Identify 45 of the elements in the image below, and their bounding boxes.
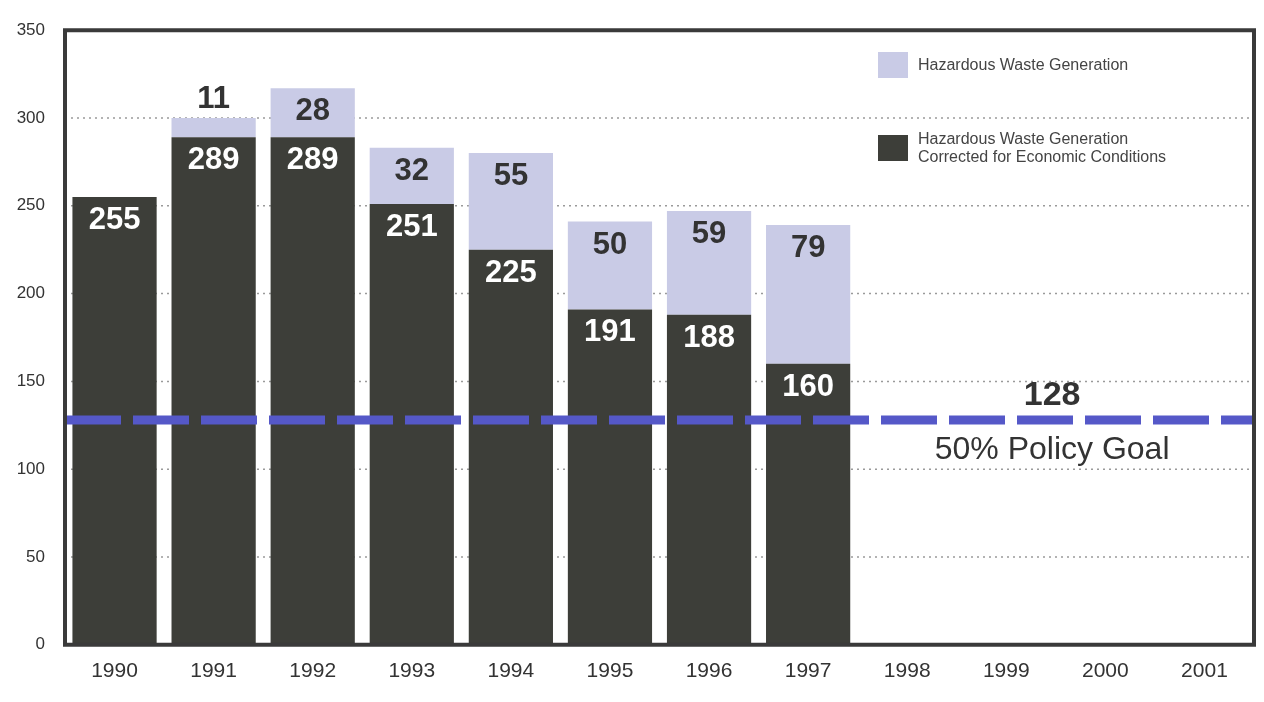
data-label: 11: [197, 80, 231, 116]
annotation: 128: [1023, 374, 1081, 413]
bar: [171, 118, 256, 138]
data-label: 191: [584, 313, 636, 349]
data-label: 289: [286, 141, 339, 177]
data-label: 79: [790, 229, 826, 265]
x-tick-label: 1994: [487, 658, 535, 682]
data-label: 251: [385, 208, 438, 244]
y-tick-label: 150: [16, 371, 45, 391]
data-label: 225: [485, 253, 537, 289]
x-tick-label: 1992: [289, 658, 337, 682]
y-tick-label: 100: [16, 458, 45, 478]
x-tick-label: 1999: [982, 658, 1030, 682]
bar: [468, 153, 553, 250]
data-label: 289: [187, 141, 240, 177]
legend-label: Hazardous Waste Generation: [918, 56, 1129, 74]
data-label: 50: [592, 225, 628, 261]
data-label: 160: [782, 367, 834, 403]
y-tick-label: 250: [16, 195, 45, 215]
x-tick-label: 1998: [883, 658, 931, 682]
bar: [666, 211, 752, 315]
legend-label: Hazardous Waste Generation Corrected for Economic Conditions: [918, 130, 1168, 166]
y-tick-label: 350: [16, 19, 45, 39]
x-tick-label: 1990: [91, 658, 138, 682]
x-tick-label: 2000: [1082, 658, 1129, 682]
data-label: 28: [295, 92, 330, 128]
y-tick-label: 300: [16, 107, 45, 127]
data-label: 255: [88, 201, 141, 237]
ref-line-label: 50% Policy Goal: [934, 429, 1170, 466]
y-tick-label: 0: [35, 634, 45, 654]
x-tick-label: 1991: [190, 658, 237, 682]
bar: [567, 221, 653, 310]
x-tick-label: 2001: [1181, 658, 1228, 682]
bar: [766, 225, 851, 364]
y-tick-label: 200: [16, 283, 45, 303]
x-tick-label: 1996: [685, 658, 733, 682]
x-tick-label: 1995: [586, 658, 634, 682]
x-tick-label: 1997: [784, 658, 832, 682]
data-label: 55: [493, 157, 529, 193]
bar: [369, 147, 454, 205]
data-label: 188: [683, 318, 735, 354]
x-tick-label: 1993: [388, 658, 436, 682]
y-tick-label: 50: [26, 546, 45, 566]
data-label: 32: [394, 151, 430, 187]
data-label: 59: [691, 215, 727, 251]
